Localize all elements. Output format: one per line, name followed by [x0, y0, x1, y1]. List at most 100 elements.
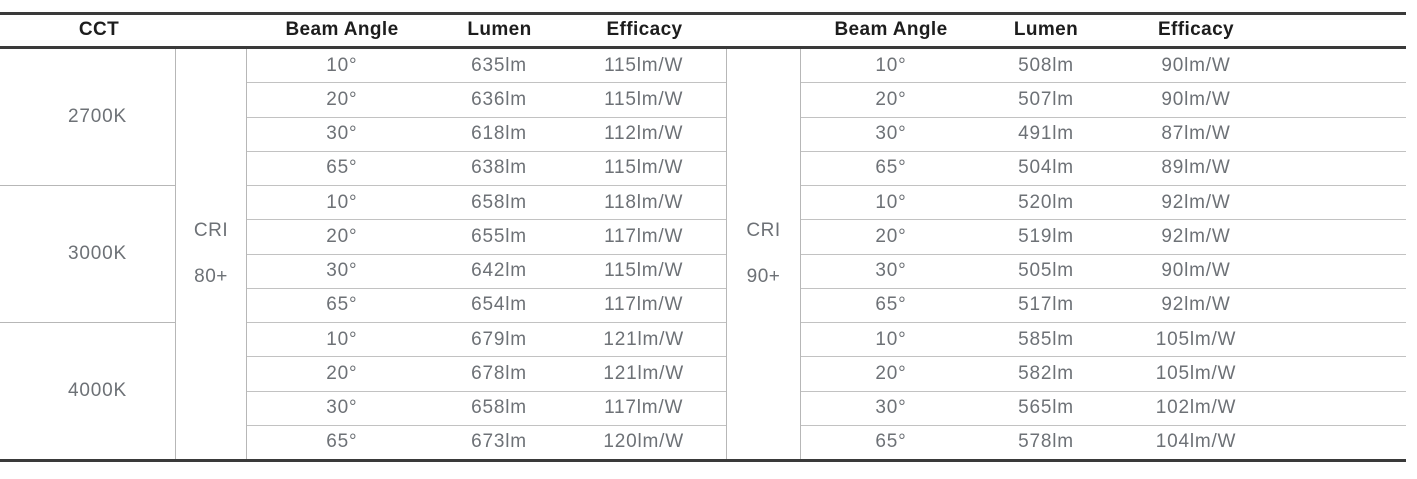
lumen-cell: 578lm [1018, 431, 1074, 453]
cri-80-data-rows: 10° 635lm 115lm/W 20° 636lm 115lm/W 30° … [247, 49, 727, 459]
efficacy-cell: 115lm/W [604, 260, 684, 282]
table-row: 20° 678lm 121lm/W [247, 357, 726, 392]
header-cct: CCT [78, 19, 120, 40]
lumen-cell: 505lm [1018, 260, 1074, 282]
beam-angle-cell: 20° [875, 362, 907, 384]
table-row: 10° 585lm 105lm/W [801, 323, 1406, 358]
efficacy-cell: 92lm/W [1161, 225, 1231, 247]
efficacy-cell: 117lm/W [604, 225, 684, 247]
header-efficacy-left: Efficacy [606, 19, 683, 40]
beam-angle-cell: 65° [875, 157, 907, 179]
efficacy-cell: 115lm/W [604, 157, 684, 179]
efficacy-cell: 92lm/W [1161, 294, 1231, 316]
efficacy-cell: 105lm/W [1155, 362, 1237, 384]
cri-90-data-rows: 10° 508lm 90lm/W 20° 507lm 90lm/W 30° 49… [801, 49, 1406, 459]
table-row: 30° 618lm 112lm/W [247, 118, 726, 152]
table-row: 30° 658lm 117lm/W [247, 392, 726, 426]
table-row: 20° 519lm 92lm/W [801, 220, 1406, 255]
beam-angle-cell: 65° [875, 294, 907, 316]
efficacy-cell: 117lm/W [604, 294, 684, 316]
efficacy-cell: 90lm/W [1161, 88, 1231, 110]
beam-angle-cell: 10° [326, 328, 358, 350]
beam-angle-cell: 65° [326, 157, 358, 179]
lumen-cell: 638lm [471, 157, 527, 179]
beam-angle-cell: 20° [875, 88, 907, 110]
lumen-cell: 519lm [1018, 225, 1074, 247]
cri-90-column: CRI 90+ [727, 49, 801, 459]
lumen-cell: 520lm [1018, 191, 1074, 213]
header-tail-spacer [1281, 14, 1406, 46]
efficacy-cell: 121lm/W [603, 328, 684, 350]
table-row: 65° 673lm 120lm/W [247, 426, 726, 459]
table-row: 65° 654lm 117lm/W [247, 289, 726, 323]
row-tail-spacer [1281, 186, 1406, 219]
header-lumen-right: Lumen [1013, 19, 1079, 40]
cri-90-label-line2: 90+ [746, 266, 781, 287]
lumen-cell: 658lm [471, 397, 527, 419]
header-lumen-left: Lumen [467, 19, 532, 40]
row-tail-spacer [1281, 255, 1406, 288]
efficacy-cell: 118lm/W [604, 191, 684, 213]
table-row: 65° 578lm 104lm/W [801, 426, 1406, 459]
table-row: 65° 504lm 89lm/W [801, 152, 1406, 186]
cri-90-label-line1: CRI [746, 220, 781, 241]
beam-angle-cell: 65° [326, 431, 358, 453]
beam-angle-cell: 65° [326, 294, 358, 316]
beam-angle-cell: 30° [875, 397, 907, 419]
efficacy-cell: 89lm/W [1161, 157, 1231, 179]
efficacy-cell: 87lm/W [1161, 123, 1231, 145]
beam-angle-cell: 10° [875, 54, 907, 76]
efficacy-cell: 112lm/W [604, 123, 684, 145]
lumen-cell: 678lm [471, 362, 527, 384]
lumen-cell: 658lm [471, 191, 527, 213]
row-tail-spacer [1281, 357, 1406, 390]
table-header-row: CCT Beam Angle Lumen Efficacy Beam Angle… [0, 14, 1406, 46]
lumen-cell: 635lm [471, 54, 527, 76]
efficacy-cell: 90lm/W [1161, 54, 1231, 76]
cct-group-3000k: 3000K [0, 186, 175, 323]
beam-angle-cell: 65° [875, 431, 907, 453]
beam-angle-cell: 10° [875, 191, 907, 213]
efficacy-cell: 104lm/W [1155, 431, 1237, 453]
table-row: 20° 582lm 105lm/W [801, 357, 1406, 392]
cri-80-label-line2: 80+ [194, 266, 228, 287]
header-efficacy-right: Efficacy [1157, 19, 1235, 40]
lumen-cell: 582lm [1018, 362, 1074, 384]
table-row: 65° 638lm 115lm/W [247, 152, 726, 186]
lumen-cell: 636lm [471, 88, 527, 110]
efficacy-cell: 90lm/W [1161, 260, 1231, 282]
table-row: 30° 565lm 102lm/W [801, 392, 1406, 426]
table-row: 10° 635lm 115lm/W [247, 49, 726, 84]
row-tail-spacer [1281, 426, 1406, 459]
efficacy-cell: 121lm/W [603, 362, 684, 384]
top-divider [0, 12, 1406, 15]
beam-angle-cell: 10° [326, 191, 358, 213]
header-beam-angle-left: Beam Angle [285, 19, 399, 40]
lumen-cell: 504lm [1018, 157, 1074, 179]
row-tail-spacer [1281, 83, 1406, 116]
efficacy-cell: 115lm/W [604, 88, 684, 110]
cct-group-4000k: 4000K [68, 380, 127, 401]
header-spacer-cri80 [176, 14, 247, 46]
table-row: 10° 679lm 121lm/W [247, 323, 726, 358]
table-row: 20° 507lm 90lm/W [801, 83, 1406, 118]
table-row: 30° 642lm 115lm/W [247, 255, 726, 289]
row-tail-spacer [1281, 392, 1406, 425]
lumen-cell: 585lm [1018, 328, 1074, 350]
header-divider [0, 46, 1406, 49]
beam-angle-cell: 10° [326, 54, 358, 76]
lumen-cell: 654lm [471, 294, 527, 316]
table-row: 10° 658lm 118lm/W [247, 186, 726, 221]
header-beam-angle-right: Beam Angle [834, 19, 948, 40]
lumen-cell: 507lm [1018, 88, 1074, 110]
efficacy-cell: 105lm/W [1155, 328, 1237, 350]
header-spacer-cri90 [727, 14, 801, 46]
beam-angle-cell: 30° [875, 260, 907, 282]
row-tail-spacer [1281, 289, 1406, 322]
row-tail-spacer [1281, 323, 1406, 356]
efficacy-cell: 120lm/W [603, 431, 684, 453]
table-row: 30° 505lm 90lm/W [801, 255, 1406, 289]
row-tail-spacer [1281, 118, 1406, 151]
table-row: 30° 491lm 87lm/W [801, 118, 1406, 152]
